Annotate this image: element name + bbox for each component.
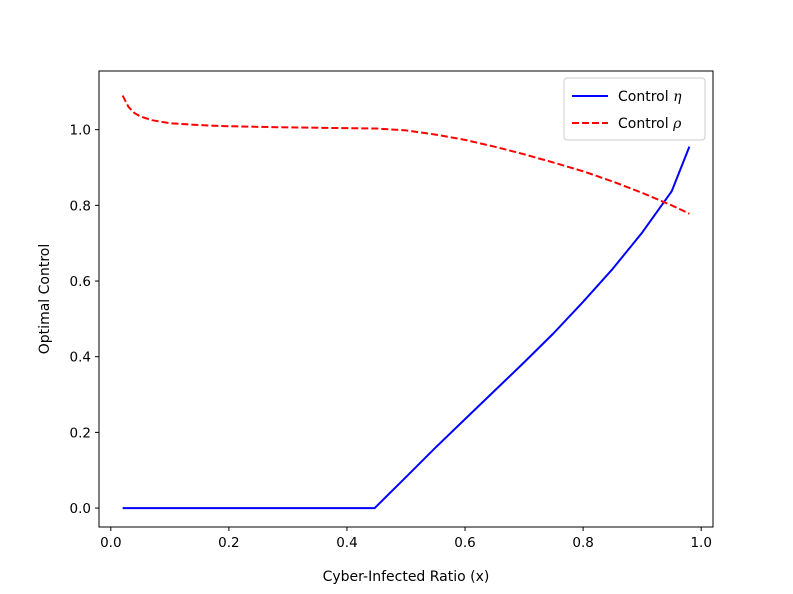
y-tick-label: 0.0	[70, 501, 91, 517]
x-axis: 0.0 0.2 0.4 0.6 0.8 1.0	[100, 527, 712, 551]
series-line-1	[122, 146, 691, 510]
x-tick-label: 0.6	[454, 535, 475, 551]
axes-frame	[98, 70, 714, 528]
y-axis: 0.0 0.2 0.4 0.6 0.8 1.0	[70, 123, 99, 517]
y-tick-label: 0.2	[70, 425, 91, 441]
legend-label-1: Control η	[618, 89, 682, 105]
legend-box	[563, 77, 706, 141]
x-tick-label: 0.0	[100, 535, 121, 551]
x-tick-label: 0.4	[336, 535, 357, 551]
y-tick-label: 0.4	[70, 350, 91, 366]
legend: Control η Control ρ	[563, 77, 706, 141]
x-axis-label: Cyber-Infected Ratio (x)	[323, 569, 490, 585]
y-tick-label: 0.8	[70, 198, 91, 214]
plot-content	[121, 95, 691, 510]
x-tick-label: 0.8	[572, 535, 593, 551]
legend-label-2: Control ρ	[618, 116, 682, 132]
y-tick-label: 0.6	[70, 274, 91, 290]
x-tick-label: 1.0	[690, 535, 711, 551]
series-line-2	[121, 95, 690, 215]
y-axis-label: Optimal Control	[37, 244, 53, 354]
x-tick-label: 0.2	[218, 535, 239, 551]
y-tick-label: 1.0	[70, 123, 91, 139]
